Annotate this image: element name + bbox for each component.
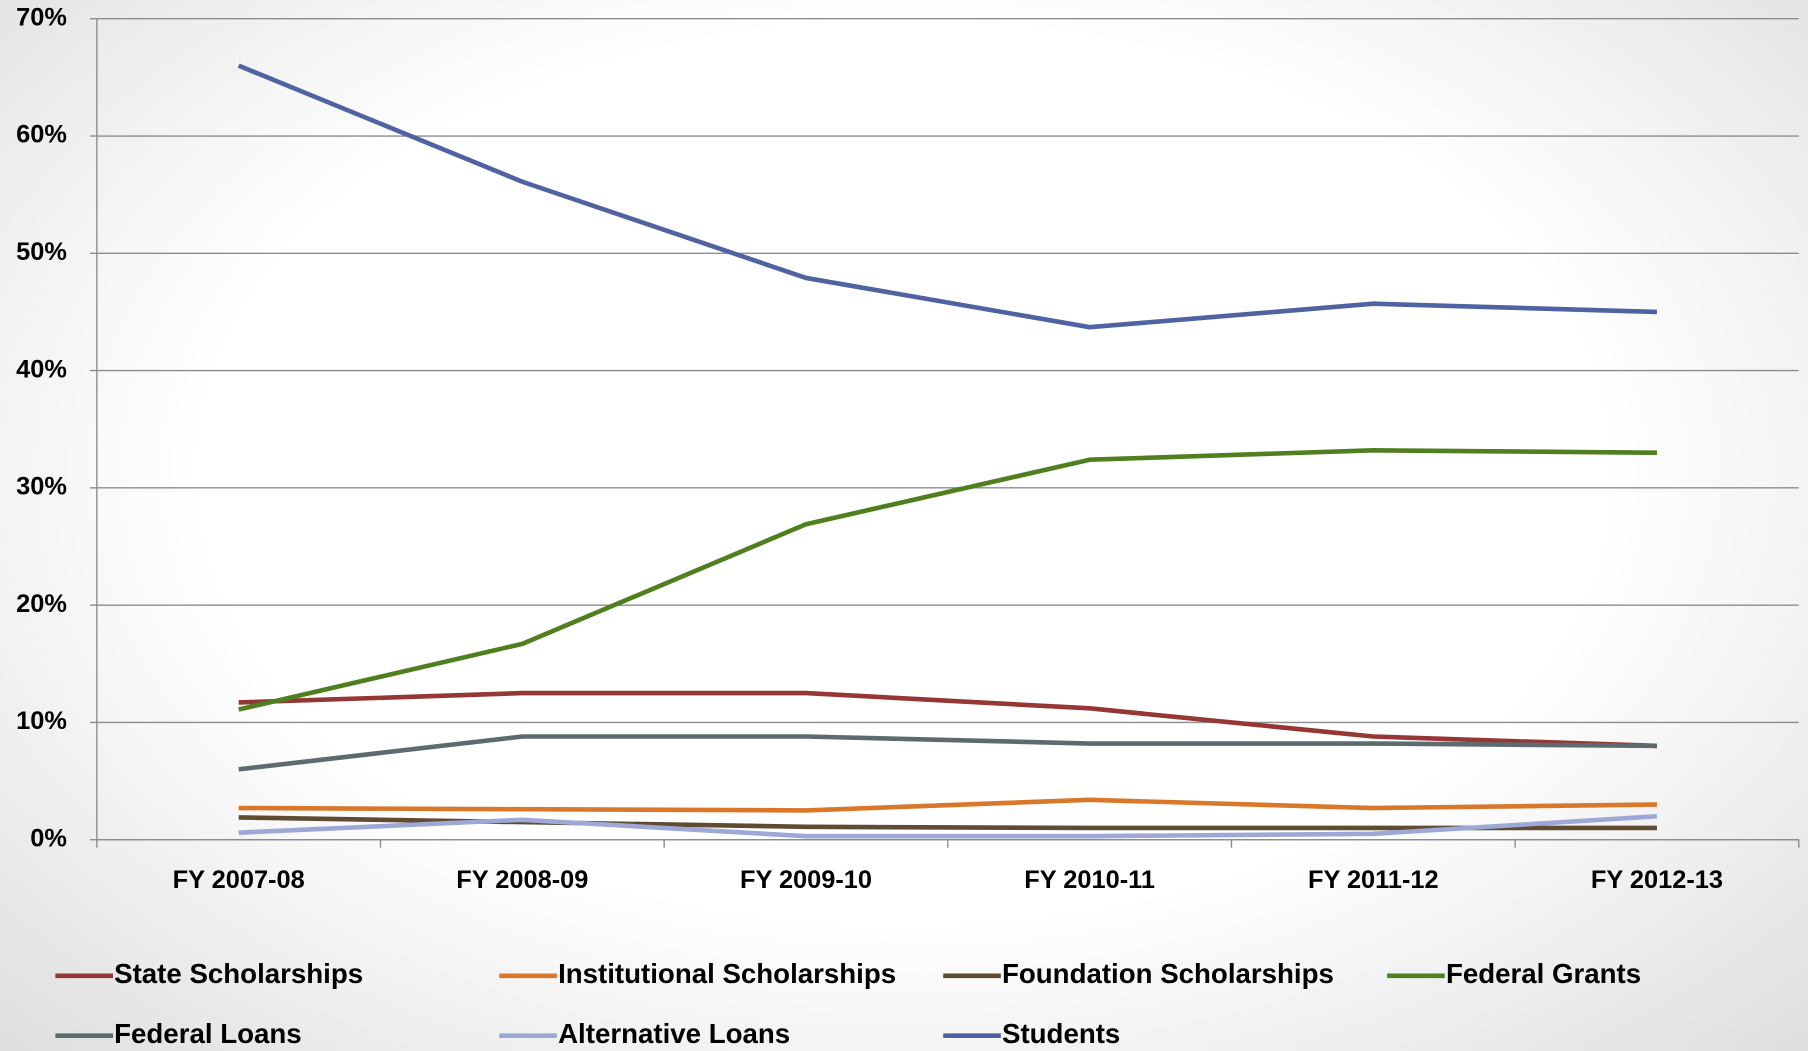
x-tick-label: FY 2009-10 — [740, 866, 872, 894]
y-tick-label: 70% — [16, 3, 67, 31]
y-tick-label: 40% — [16, 355, 67, 383]
legend-label: Students — [1002, 1018, 1120, 1049]
x-tick-label: FY 2007-08 — [173, 866, 305, 894]
series-line — [238, 797, 1657, 813]
x-tick-label: FY 2012-13 — [1591, 866, 1723, 894]
legend-label: Foundation Scholarships — [1002, 958, 1334, 989]
legend-label: State Scholarships — [114, 958, 363, 989]
legend-label: Federal Grants — [1446, 958, 1641, 989]
y-tick-label: 20% — [16, 590, 67, 618]
x-tick-label: FY 2010-11 — [1024, 866, 1155, 894]
legend-label: Federal Loans — [114, 1018, 302, 1049]
y-tick-label: 30% — [16, 473, 67, 501]
legend-label: Institutional Scholarships — [558, 958, 896, 989]
x-tick-label: FY 2011-12 — [1308, 866, 1439, 894]
series-line — [238, 813, 1658, 839]
y-tick-label: 50% — [16, 238, 67, 266]
y-tick-label: 10% — [16, 707, 67, 735]
y-tick-label: 0% — [30, 824, 67, 852]
series-line — [238, 734, 1657, 772]
series-line — [238, 448, 1657, 712]
series-line — [238, 690, 1658, 749]
series-line — [237, 63, 1658, 330]
legend-label: Alternative Loans — [558, 1018, 790, 1049]
x-tick-label: FY 2008-09 — [456, 866, 588, 894]
y-tick-label: 60% — [16, 121, 67, 149]
